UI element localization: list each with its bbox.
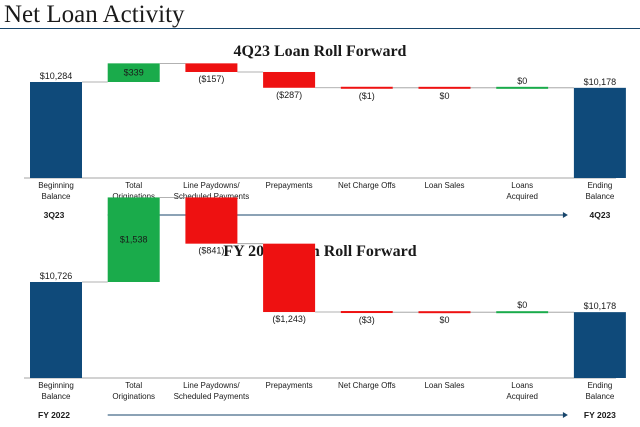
category-label: Originations bbox=[112, 392, 155, 401]
category-label: Balance bbox=[585, 192, 614, 201]
bar-decrease bbox=[185, 197, 238, 244]
data-label: $0 bbox=[439, 315, 449, 325]
data-label: $0 bbox=[517, 76, 527, 86]
bar-total bbox=[573, 312, 626, 378]
data-label: $0 bbox=[439, 91, 449, 101]
category-label: Total bbox=[125, 381, 142, 390]
category-label: Scheduled Payments bbox=[174, 392, 250, 401]
bar-decrease bbox=[263, 71, 316, 88]
period-start-label: FY 2022 bbox=[38, 410, 70, 420]
category-label: Loan Sales bbox=[424, 381, 464, 390]
data-label: ($1) bbox=[359, 91, 375, 101]
category-label: Prepayments bbox=[266, 181, 313, 190]
bar-decrease bbox=[418, 311, 471, 314]
title-divider bbox=[0, 28, 640, 29]
category-label: Ending bbox=[587, 381, 612, 390]
bar-decrease bbox=[340, 311, 393, 314]
page-title: Net Loan Activity bbox=[4, 1, 185, 28]
category-label: Originations bbox=[112, 192, 155, 201]
category-label: Beginning bbox=[38, 381, 74, 390]
category-label: Net Charge Offs bbox=[338, 181, 396, 190]
category-label: Loans bbox=[511, 381, 533, 390]
data-label: $339 bbox=[124, 68, 144, 78]
bar-increase bbox=[107, 197, 160, 282]
data-label: ($841) bbox=[198, 246, 224, 256]
bar-increase bbox=[496, 311, 549, 314]
bar-total bbox=[30, 82, 82, 178]
data-label: $10,178 bbox=[584, 77, 617, 87]
category-label: Balance bbox=[42, 192, 71, 201]
category-label: Beginning bbox=[38, 181, 74, 190]
bar-total bbox=[30, 282, 82, 378]
data-label: ($3) bbox=[359, 315, 375, 325]
data-label: $0 bbox=[517, 300, 527, 310]
waterfall-chart-4q23: 4Q23 Loan Roll Forward $10,284 Beginning Ba… bbox=[24, 43, 626, 220]
bar-total bbox=[573, 87, 626, 178]
category-label: Loans bbox=[511, 181, 533, 190]
waterfall-chart-fy2023: FY 2023 Loan Roll Forward $10,726 Beginnin… bbox=[24, 197, 626, 420]
period-arrow-head bbox=[562, 212, 568, 218]
category-label: Net Charge Offs bbox=[338, 381, 396, 390]
period-arrow-head bbox=[562, 412, 568, 418]
category-label: Total bbox=[125, 181, 142, 190]
data-label: ($287) bbox=[276, 90, 302, 100]
category-label: Loan Sales bbox=[424, 181, 464, 190]
period-end-label: FY 2023 bbox=[584, 410, 616, 420]
bar-increase bbox=[496, 86, 549, 89]
category-label: Balance bbox=[42, 392, 71, 401]
category-label: Ending bbox=[587, 181, 612, 190]
category-label: Acquired bbox=[506, 192, 538, 201]
period-end-label: 4Q23 bbox=[590, 210, 611, 220]
category-label: Acquired bbox=[506, 392, 538, 401]
data-label: $1,538 bbox=[120, 235, 148, 245]
category-label: Balance bbox=[585, 392, 614, 401]
data-label: ($1,243) bbox=[272, 314, 306, 324]
chart-title: FY 2023 Loan Roll Forward bbox=[223, 243, 416, 260]
data-label: $10,726 bbox=[40, 271, 73, 281]
period-start-label: 3Q23 bbox=[44, 210, 65, 220]
category-label: Line Paydowns/ bbox=[183, 181, 240, 190]
category-label: Scheduled Payments bbox=[174, 192, 250, 201]
data-label: $10,178 bbox=[584, 301, 617, 311]
bar-decrease bbox=[418, 86, 471, 89]
bar-decrease bbox=[340, 86, 393, 89]
bar-decrease bbox=[185, 63, 238, 72]
chart-title: 4Q23 Loan Roll Forward bbox=[234, 43, 407, 60]
bar-increase bbox=[107, 63, 160, 82]
category-label: Prepayments bbox=[266, 381, 313, 390]
bar-decrease bbox=[263, 243, 316, 313]
category-label: Line Paydowns/ bbox=[183, 381, 240, 390]
data-label: ($157) bbox=[198, 74, 224, 84]
data-label: $10,284 bbox=[40, 71, 73, 81]
